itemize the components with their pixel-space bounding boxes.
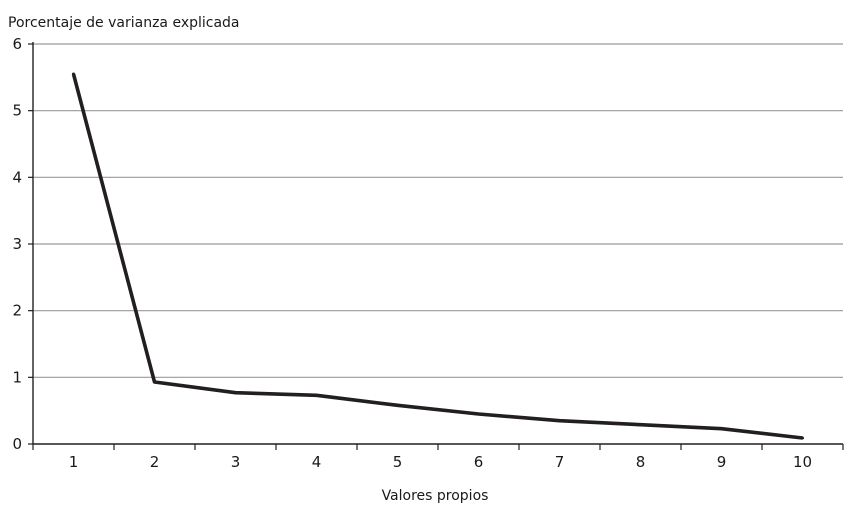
x-tick-label: 5 bbox=[393, 453, 403, 471]
data-point bbox=[720, 427, 723, 431]
y-tick-label: 3 bbox=[12, 235, 22, 253]
x-tick-labels: 1 2 3 4 5 6 7 8 9 10 bbox=[69, 453, 812, 471]
x-tick-label: 10 bbox=[793, 453, 812, 471]
y-tick-label: 4 bbox=[12, 168, 22, 186]
y-tick-label: 2 bbox=[12, 302, 22, 320]
data-point bbox=[315, 393, 318, 397]
data-point bbox=[801, 436, 804, 440]
y-tick-label: 6 bbox=[12, 35, 22, 53]
x-tick-label: 3 bbox=[231, 453, 241, 471]
x-tick-label: 4 bbox=[312, 453, 322, 471]
y-tick-label: 1 bbox=[12, 368, 22, 386]
x-tick-label: 1 bbox=[69, 453, 79, 471]
x-axis-title: Valores propios bbox=[382, 488, 489, 504]
data-point bbox=[153, 380, 156, 384]
y-tick-label: 5 bbox=[12, 102, 22, 120]
series bbox=[71, 72, 804, 440]
x-tick-label: 6 bbox=[474, 453, 484, 471]
data-point bbox=[396, 403, 399, 407]
data-point bbox=[639, 423, 642, 427]
series-line-0 bbox=[71, 73, 803, 440]
y-axis-title: Porcentaje de varianza explicada bbox=[8, 15, 240, 31]
data-point bbox=[477, 412, 480, 416]
data-point bbox=[558, 419, 561, 423]
y-tick-label: 0 bbox=[12, 435, 22, 453]
axes bbox=[28, 42, 844, 450]
gridlines bbox=[33, 43, 843, 378]
data-point bbox=[72, 72, 75, 76]
x-tick-label: 9 bbox=[717, 453, 727, 471]
x-tick-label: 8 bbox=[636, 453, 646, 471]
x-tick-label: 2 bbox=[150, 453, 160, 471]
y-tick-labels: 0 1 2 3 4 5 6 bbox=[12, 35, 22, 453]
x-tick-label: 7 bbox=[555, 453, 565, 471]
data-point bbox=[234, 391, 237, 395]
